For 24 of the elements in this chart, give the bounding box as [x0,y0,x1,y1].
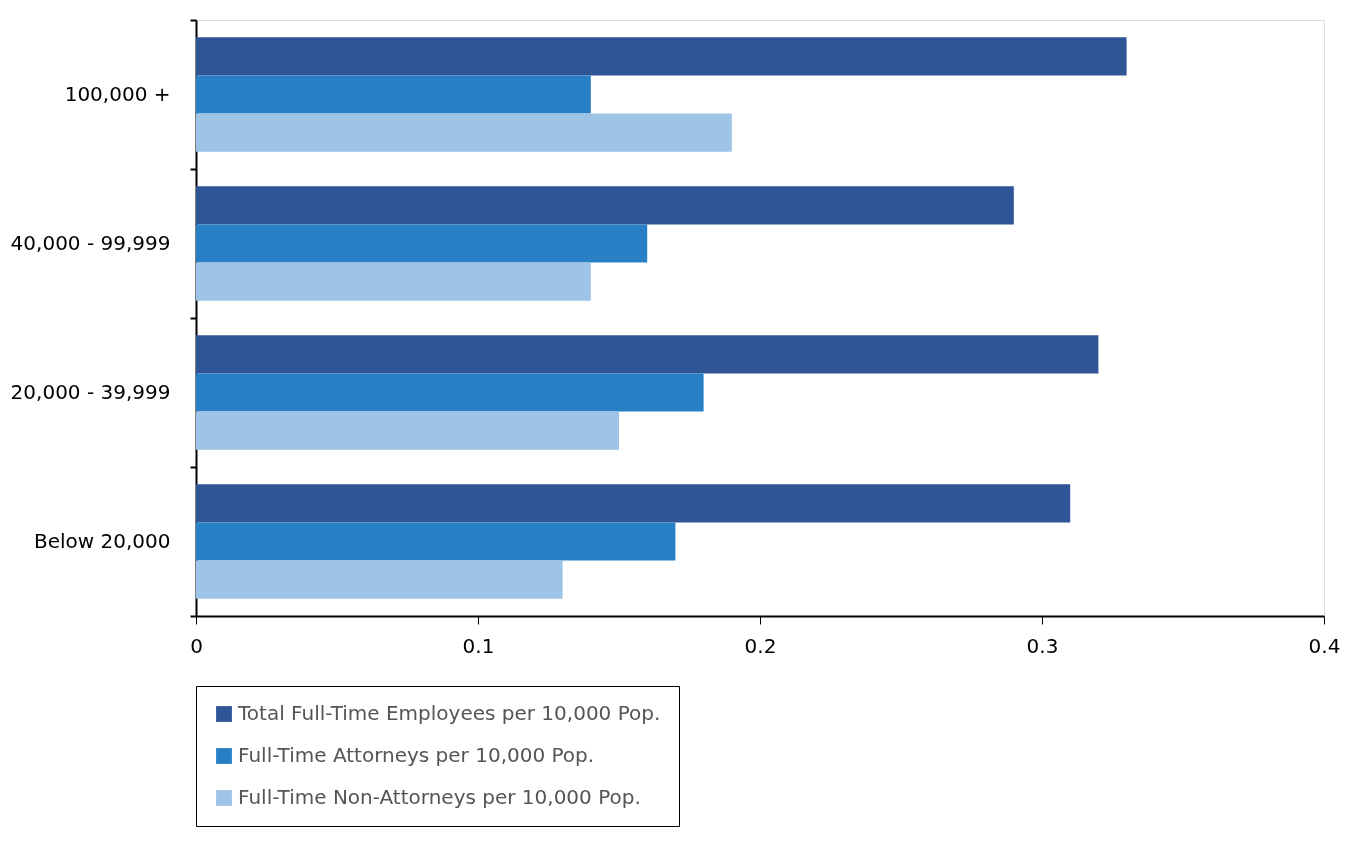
y-tick-label: 20,000 - 39,999 [10,380,171,404]
y-tick-label: Below 20,000 [33,529,171,553]
x-tick-label: 0.3 [1026,633,1059,658]
bar [196,560,563,599]
bar [196,75,591,114]
bar [196,411,619,450]
bar [196,373,704,412]
bar [196,484,1071,523]
x-tick-label: 0.4 [1308,633,1341,658]
bar [196,522,676,561]
x-tick-label: 0 [190,633,203,658]
legend-label: Total Full-Time Employees per 10,000 Pop. [237,701,661,725]
y-tick-label: 100,000 + [64,82,171,106]
bar [196,335,1099,374]
bar [196,186,1014,225]
x-tick-label: 0.1 [462,633,495,658]
bar [196,262,591,301]
bar [196,113,732,152]
y-tick-label: 40,000 - 99,999 [10,231,171,255]
x-tick-label: 0.2 [744,633,777,658]
bar [196,37,1127,76]
bar [196,224,648,263]
legend-label: Full-Time Non-Attorneys per 10,000 Pop. [238,785,641,809]
legend-label: Full-Time Attorneys per 10,000 Pop. [238,743,595,767]
